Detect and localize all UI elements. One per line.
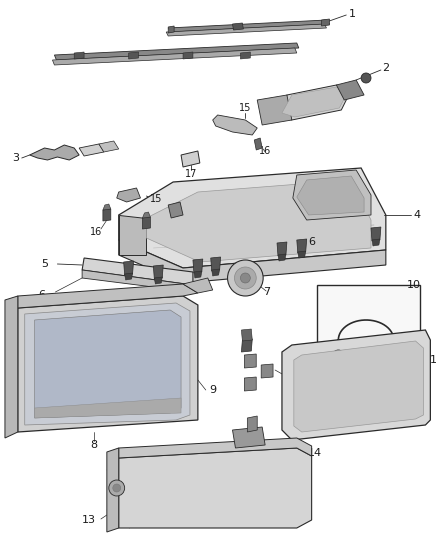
- Polygon shape: [297, 176, 364, 215]
- Polygon shape: [194, 271, 202, 278]
- Text: 17: 17: [185, 169, 197, 179]
- Polygon shape: [183, 52, 193, 59]
- Polygon shape: [241, 339, 252, 352]
- Polygon shape: [119, 168, 386, 268]
- Text: 16: 16: [259, 146, 271, 156]
- Polygon shape: [119, 215, 146, 255]
- Polygon shape: [82, 258, 193, 285]
- FancyBboxPatch shape: [317, 285, 420, 353]
- Polygon shape: [282, 330, 431, 440]
- Polygon shape: [282, 87, 348, 117]
- Circle shape: [388, 350, 400, 362]
- Text: 8: 8: [90, 440, 98, 450]
- Polygon shape: [153, 265, 163, 279]
- Polygon shape: [321, 19, 329, 26]
- Polygon shape: [244, 354, 256, 368]
- Polygon shape: [18, 296, 198, 432]
- Polygon shape: [5, 296, 18, 438]
- Polygon shape: [119, 448, 312, 528]
- Polygon shape: [244, 377, 256, 391]
- Polygon shape: [154, 277, 162, 284]
- Text: 1: 1: [349, 9, 356, 19]
- Circle shape: [113, 484, 121, 492]
- Polygon shape: [336, 80, 364, 100]
- Polygon shape: [241, 329, 252, 341]
- Polygon shape: [79, 144, 104, 156]
- Circle shape: [240, 273, 250, 283]
- Text: 9: 9: [209, 385, 216, 395]
- Text: 16: 16: [90, 227, 102, 237]
- Circle shape: [234, 267, 256, 289]
- Text: 5: 5: [41, 259, 48, 269]
- Polygon shape: [35, 398, 181, 418]
- Polygon shape: [30, 145, 79, 160]
- Polygon shape: [74, 52, 84, 59]
- Polygon shape: [168, 202, 183, 218]
- Text: 15: 15: [239, 103, 251, 113]
- Polygon shape: [142, 212, 150, 218]
- Polygon shape: [278, 254, 286, 261]
- Text: 2: 2: [382, 63, 389, 73]
- Polygon shape: [181, 151, 200, 167]
- Circle shape: [228, 260, 263, 296]
- Polygon shape: [103, 209, 111, 221]
- Polygon shape: [117, 188, 141, 202]
- Polygon shape: [294, 341, 424, 432]
- Polygon shape: [277, 85, 351, 120]
- Text: 7: 7: [264, 287, 271, 297]
- Polygon shape: [53, 48, 297, 65]
- Polygon shape: [297, 239, 307, 253]
- Polygon shape: [119, 438, 312, 458]
- Polygon shape: [257, 95, 292, 125]
- Polygon shape: [18, 284, 198, 308]
- Polygon shape: [125, 273, 133, 280]
- Text: 14: 14: [307, 448, 321, 458]
- Text: 3: 3: [12, 153, 19, 163]
- Polygon shape: [371, 227, 381, 241]
- Polygon shape: [99, 141, 119, 152]
- Text: 4: 4: [413, 210, 420, 220]
- Polygon shape: [103, 204, 111, 210]
- Polygon shape: [168, 20, 329, 32]
- Polygon shape: [107, 448, 119, 532]
- Text: 10: 10: [406, 280, 420, 290]
- Polygon shape: [168, 26, 174, 33]
- Polygon shape: [82, 270, 193, 292]
- Polygon shape: [298, 251, 306, 258]
- Text: 6: 6: [38, 290, 45, 300]
- Polygon shape: [240, 52, 250, 59]
- Text: 18: 18: [170, 217, 182, 227]
- Polygon shape: [254, 138, 262, 150]
- Polygon shape: [211, 257, 221, 271]
- Text: 12: 12: [288, 370, 302, 380]
- Polygon shape: [247, 416, 257, 432]
- Text: 13: 13: [82, 515, 96, 525]
- Polygon shape: [293, 170, 371, 220]
- Circle shape: [332, 350, 344, 362]
- Polygon shape: [142, 217, 150, 229]
- Polygon shape: [233, 23, 244, 30]
- Polygon shape: [166, 24, 326, 36]
- Polygon shape: [54, 43, 299, 60]
- Polygon shape: [35, 310, 181, 418]
- Polygon shape: [212, 269, 219, 276]
- Polygon shape: [277, 242, 287, 256]
- Polygon shape: [372, 239, 380, 246]
- Circle shape: [361, 73, 371, 83]
- Polygon shape: [233, 427, 265, 448]
- Polygon shape: [146, 180, 371, 262]
- Polygon shape: [119, 240, 386, 283]
- Circle shape: [109, 480, 125, 496]
- Text: 11: 11: [424, 355, 438, 365]
- Polygon shape: [183, 278, 213, 293]
- Text: 6: 6: [308, 237, 315, 247]
- Polygon shape: [213, 115, 257, 135]
- Polygon shape: [25, 303, 190, 425]
- Polygon shape: [129, 52, 138, 59]
- Text: 15: 15: [150, 194, 162, 204]
- Polygon shape: [124, 261, 134, 275]
- Polygon shape: [261, 364, 273, 378]
- Polygon shape: [193, 259, 203, 273]
